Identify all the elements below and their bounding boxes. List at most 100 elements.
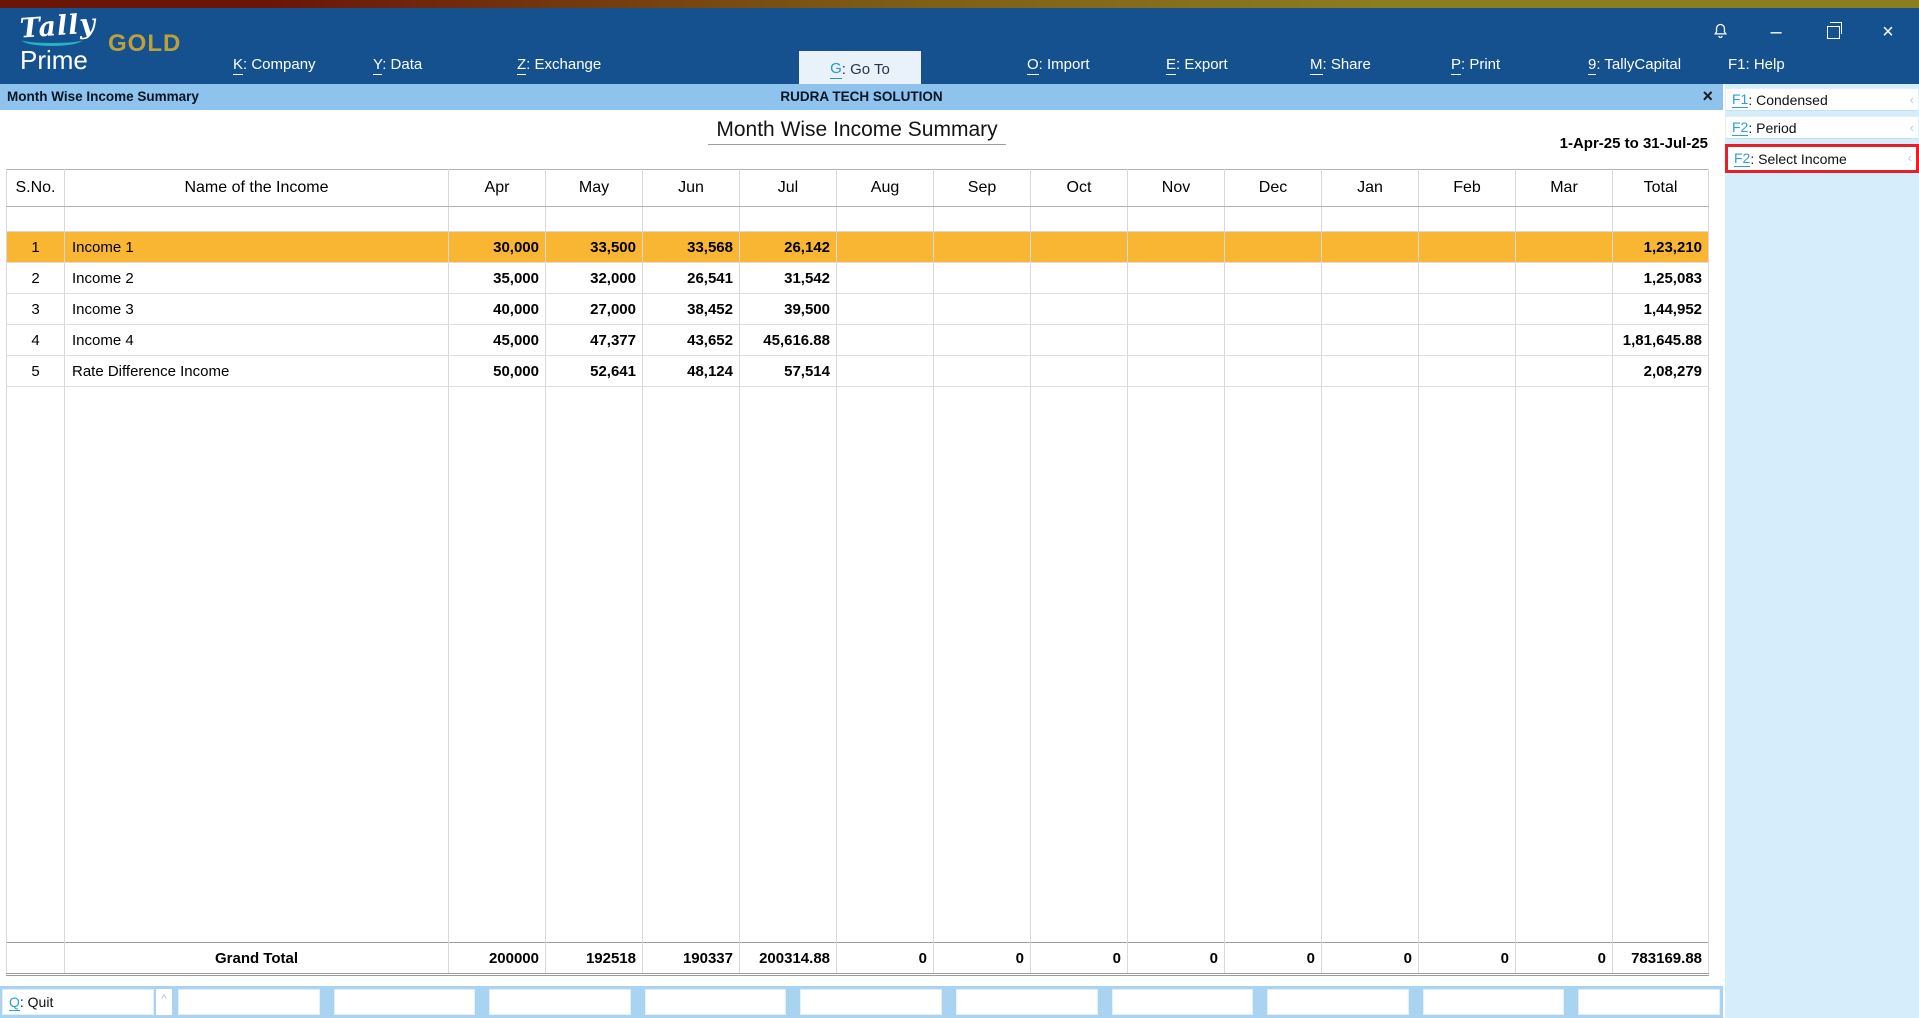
cell-month-amount [1321,355,1419,387]
cell-month-amount: 43,652 [642,324,740,356]
cell-month-amount [1030,355,1128,387]
spacer-row [6,206,1709,232]
cell-month-amount [836,293,934,325]
spacer-cell [1030,206,1128,232]
cell-month-amount: 35,000 [448,262,546,294]
income-row[interactable]: 5 Rate Difference Income 50,000 52,641 48,12… [6,355,1709,387]
sidebar-item-period[interactable]: F2: Period ‹ [1725,116,1919,139]
sidebar-item-select-income[interactable]: F2: Select Income ‹ [1725,144,1919,173]
sidebar-item-condensed[interactable]: F1: Condensed ‹ [1725,88,1919,111]
toolbar-empty-slot [1267,989,1409,1015]
menu-export[interactable]: E: Export [1166,56,1228,75]
top-menu-bar: Tally Prime GOLD K: Company Y: Data Z: E… [0,8,1919,87]
empty-button-slots [178,989,1720,1015]
income-row[interactable]: 3 Income 3 40,000 27,000 38,452 39,500 1,44,95… [6,293,1709,325]
filler-cell [64,386,449,943]
column-header: Apr [448,169,546,207]
cell-month-amount [933,324,1031,356]
menu-help[interactable]: F1: Help [1728,56,1785,73]
cell-month-amount [1321,324,1419,356]
logo-prime-text: Prime [20,45,88,75]
cell-month-amount: 52,641 [545,355,643,387]
cell-month-amount [836,324,934,356]
spacer-cell [836,206,934,232]
filler-cell [1612,386,1709,943]
spacer-cell [1612,206,1709,232]
cell-month-amount [1321,231,1419,263]
grand-total-month-amount: 0 [1127,942,1225,976]
cell-month-amount [1515,293,1613,325]
menu-tallycapital[interactable]: 9: TallyCapital [1588,56,1682,75]
expand-caret[interactable]: ^ [156,989,172,1015]
cell-income-name: Income 1 [64,231,449,263]
cell-month-amount [933,262,1031,294]
report-period: 1-Apr-25 to 31-Jul-25 [1559,135,1708,152]
income-row[interactable]: 1 Income 1 30,000 33,500 33,568 26,142 1,23,21… [6,231,1709,263]
cell-row-total: 1,44,952 [1612,293,1709,325]
cell-month-amount [1127,293,1225,325]
report-title-bar: Month Wise Income Summary RUDRA TECH SOL… [0,84,1723,110]
grand-total-amount: 783169.88 [1612,942,1709,976]
quit-button[interactable]: Q: Quit [2,989,154,1015]
cell-month-amount [1418,324,1516,356]
cell-serial-number: 5 [6,355,65,387]
cell-serial-number: 1 [6,231,65,263]
cell-income-name: Income 4 [64,324,449,356]
window-close-button[interactable]: × [1882,21,1894,43]
menu-company[interactable]: K: Company [233,56,316,75]
income-row[interactable]: 2 Income 2 35,000 32,000 26,541 31,542 1,25,08… [6,262,1709,294]
spacer-cell [448,206,546,232]
column-header: Total [1612,169,1709,207]
spacer-cell [739,206,837,232]
cell-serial-number: 2 [6,262,65,294]
menu-go-to[interactable]: G: Go To [799,51,921,87]
minimize-button[interactable]: – [1770,21,1782,43]
column-header: Jul [739,169,837,207]
menu-import[interactable]: O: Import [1027,56,1090,75]
menu-exchange[interactable]: Z: Exchange [517,56,602,75]
cell-income-name: Income 3 [64,293,449,325]
cell-month-amount [1418,293,1516,325]
column-header: Sep [933,169,1031,207]
cell-month-amount [933,293,1031,325]
grand-total-month-amount: 0 [836,942,934,976]
cell-month-amount [1224,262,1322,294]
chevron-left-icon: ‹ [1909,92,1914,107]
filler-row [6,386,1709,943]
column-header: Feb [1418,169,1516,207]
report-close-icon[interactable]: × [1702,86,1713,106]
restore-button[interactable] [1819,22,1847,44]
grand-total-label: Grand Total [64,942,449,976]
spacer-cell [1224,206,1322,232]
notification-bell-icon[interactable] [1706,22,1734,46]
spacer-cell [545,206,643,232]
toolbar-empty-slot [178,989,320,1015]
menu-data[interactable]: Y: Data [373,56,423,75]
grand-total-row: Grand Total 200000 192518 190337 200314.88 0 0… [6,942,1709,976]
window-accent-strip [0,0,1919,8]
cell-month-amount [836,262,934,294]
spacer-cell [64,206,449,232]
cell-serial-number: 3 [6,293,65,325]
cell-month-amount: 40,000 [448,293,546,325]
cell-month-amount: 30,000 [448,231,546,263]
cell-month-amount [1321,262,1419,294]
cell-month-amount: 27,000 [545,293,643,325]
menu-share[interactable]: M: Share [1310,56,1371,75]
income-row[interactable]: 4 Income 4 45,000 47,377 43,652 45,616.88 1,81… [6,324,1709,356]
column-header: Dec [1224,169,1322,207]
grand-total-month-amount: 190337 [642,942,740,976]
menu-print[interactable]: P: Print [1451,56,1501,75]
table-header-row: S.No. Name of the Income Apr May Jun Jul Aug Se… [6,169,1709,207]
cell-income-name: Income 2 [64,262,449,294]
cell-month-amount [1127,231,1225,263]
tally-prime-logo: Tally Prime [19,8,97,75]
toolbar-empty-slot [955,989,1098,1015]
cell-month-amount: 32,000 [545,262,643,294]
toolbar-empty-slot [1578,989,1720,1015]
cell-month-amount [1030,324,1128,356]
cell-month-amount [1224,231,1322,263]
cell-month-amount [933,355,1031,387]
titlebar-report-name: Month Wise Income Summary [7,89,199,104]
grand-total-month-amount: 0 [1224,942,1322,976]
